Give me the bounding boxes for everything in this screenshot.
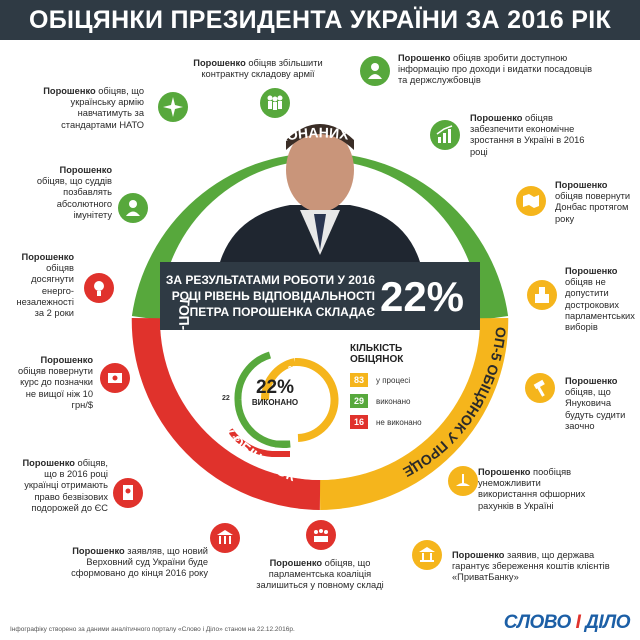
- legend-value-done: 29: [350, 394, 368, 408]
- legend: КІЛЬКІСТЬ ОБІЦЯНОК 83 у процесі 29 викон…: [350, 343, 460, 429]
- promise-item: Порошенко обіцяв, що українську армію на…: [43, 86, 144, 130]
- gauge-label-green: 22: [222, 395, 230, 402]
- legend-row: 83 у процесі: [350, 373, 460, 387]
- legend-row: 16 не виконано: [350, 415, 460, 429]
- ballot-icon: [527, 280, 557, 310]
- legend-value-in-progress: 83: [350, 373, 368, 387]
- promise-item: Порошенко обіцяв зробити доступною інфор…: [398, 53, 593, 86]
- legend-row: 29 виконано: [350, 394, 460, 408]
- logo: СЛОВО І ДІЛО: [503, 612, 631, 633]
- footer-note: Інфографіку створено за даними аналітичн…: [10, 626, 295, 633]
- currency-icon: [100, 363, 130, 393]
- map-icon: [516, 186, 546, 216]
- gauge-green: [234, 351, 272, 401]
- gauge-green-bottom: [234, 399, 291, 449]
- promise-item: Порошенко обіцяв, що суддів позбавлять а…: [36, 165, 112, 220]
- headline-line3: ПЕТРА ПОРОШЕНКА СКЛАДАЄ: [189, 305, 375, 319]
- ring-red: [131, 317, 321, 510]
- promise-item: Порошенко обіцяв досягнути енерго-незале…: [16, 252, 74, 319]
- bank-icon: [412, 540, 442, 570]
- promise-item: Порошенко обіцяв забезпечити економічне …: [470, 113, 585, 157]
- parliament-icon: [306, 520, 336, 550]
- offshore-icon: [448, 466, 478, 496]
- gauge-center-percent: 22%: [255, 377, 295, 398]
- promise-item: Порошенко обіцяв не допустити дострокови…: [565, 266, 635, 333]
- promise-item: Порошенко заявляв, що новий Верховний су…: [71, 546, 208, 579]
- army-people-icon: [260, 88, 290, 118]
- gauge-center-label: ВИКОНАНО: [251, 398, 299, 407]
- promise-item: Порошенко пообіцяв унеможливити використ…: [478, 467, 586, 511]
- lightbulb-icon: [84, 273, 114, 303]
- promise-item: Порошенко обіцяв, що парламентська коалі…: [256, 558, 384, 591]
- president-portrait: [220, 124, 420, 262]
- main-graphic: ТОП-5 ВИКОНАНИХ ОБІЦЯНОК ТОП-5 ОБІЦЯНОК …: [0, 40, 509, 510]
- gavel-icon: [525, 373, 555, 403]
- legend-title-line2: ОБІЦЯНОК: [350, 354, 404, 365]
- legend-label-not-done: не виконано: [376, 417, 422, 427]
- promise-item: Порошенко обіцяв повернути курс до позна…: [17, 355, 93, 410]
- gauge-red: [227, 428, 290, 457]
- growth-chart-icon: [430, 120, 460, 150]
- gauge-orange: [260, 358, 297, 401]
- page-title: ОБІЦЯНКИ ПРЕЗИДЕНТА УКРАЇНИ ЗА 2016 РІК: [0, 0, 640, 40]
- headline-percent: 22%: [379, 273, 465, 320]
- promise-item: Порошенко обіцяв, що в 2016 році українц…: [22, 458, 109, 513]
- legend-title-line1: КІЛЬКІСТЬ: [350, 343, 403, 354]
- info-person-icon: [360, 56, 390, 86]
- nato-star-icon: [158, 92, 188, 122]
- promise-item: Порошенко заявив, що держава гарантує зб…: [452, 550, 610, 583]
- promise-item: Порошенко обіцяв збільшити контрактну ск…: [193, 58, 323, 80]
- headline-text: ЗА РЕЗУЛЬТАТАМИ РОБОТИ У 2016 РОЦІ РІВЕН…: [165, 272, 375, 320]
- legend-label-in-progress: у процесі: [376, 375, 411, 385]
- ring-orange: [319, 317, 509, 510]
- gauge-label-orange: 83: [288, 366, 296, 373]
- promise-item: Порошенко обіцяв, що Януковича будуть су…: [565, 376, 626, 431]
- judge-icon: [118, 193, 148, 223]
- legend-value-not-done: 16: [350, 415, 368, 429]
- passport-icon: [113, 478, 143, 508]
- legend-label-done: виконано: [376, 396, 411, 406]
- promise-item: Порошенко обіцяв повернути Донбас протяг…: [555, 180, 631, 224]
- gauge-label-red: 13: [232, 436, 240, 443]
- headline-line1: ЗА РЕЗУЛЬТАТАМИ РОБОТИ У 2016: [165, 273, 375, 287]
- court-icon: [210, 523, 240, 553]
- headline-line2: РОЦІ РІВЕНЬ ВІДПОВІДАЛЬНОСТІ: [171, 289, 375, 303]
- gauge-orange-2: [294, 357, 339, 442]
